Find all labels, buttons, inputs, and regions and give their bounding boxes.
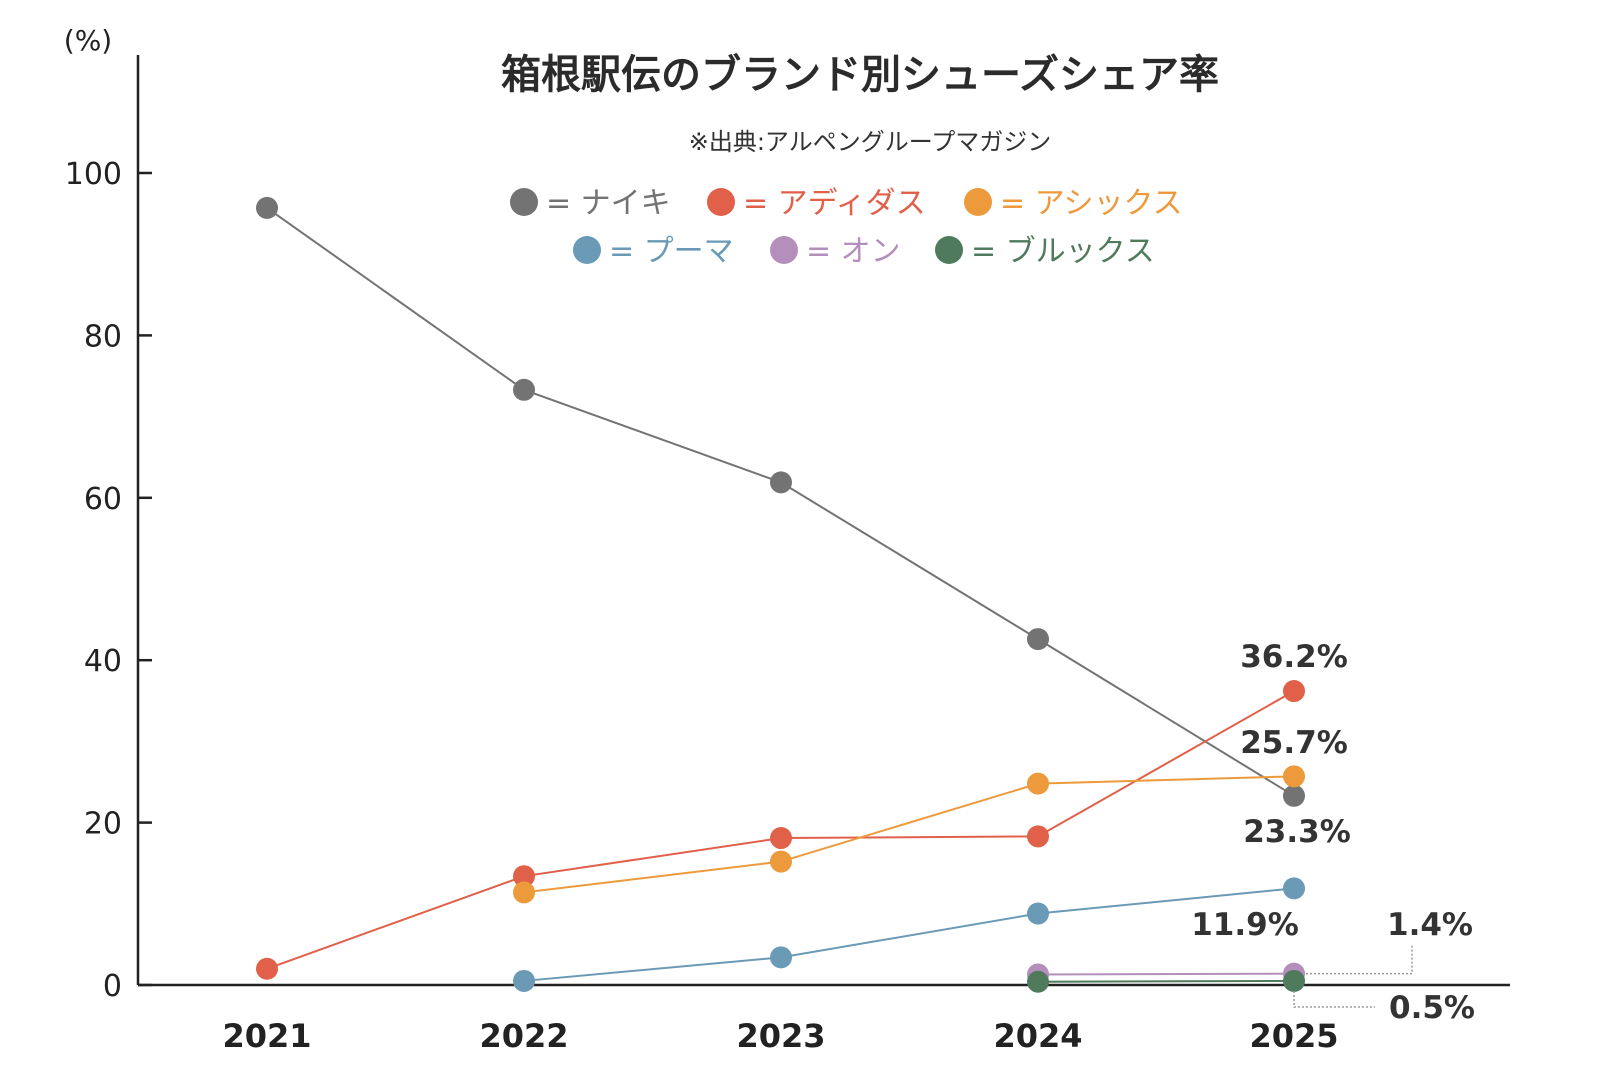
- series-5-line: [1037, 979, 1295, 983]
- series-5-point: [1283, 969, 1305, 992]
- x-tick-label: 2022: [479, 1017, 568, 1055]
- x-tick-label: 2025: [1249, 1017, 1338, 1055]
- legend-label: = オン: [806, 234, 901, 269]
- legend-label: = アシックス: [1000, 186, 1183, 221]
- series-0-point: [770, 471, 792, 494]
- series-0-point: [1027, 628, 1049, 651]
- x-tick-label: 2021: [222, 1017, 311, 1055]
- series-2-point: [1283, 765, 1305, 788]
- data-label: 36.2%: [1240, 639, 1348, 675]
- series-3-point: [770, 946, 792, 969]
- data-label: 11.9%: [1191, 907, 1299, 943]
- series-4-line: [1037, 972, 1295, 976]
- series-1-point: [1027, 825, 1049, 848]
- y-tick-label: 0: [103, 969, 122, 1004]
- legend-marker: [964, 188, 992, 216]
- x-tick-label: 2024: [993, 1017, 1082, 1055]
- series-3-point: [1027, 902, 1049, 925]
- series-2-line: [523, 775, 1295, 894]
- series-3-point: [1283, 877, 1305, 900]
- legend-marker: [573, 236, 601, 264]
- legend-marker: [707, 188, 735, 216]
- x-tick-labels: 2021 2022 2023 2024 2025: [222, 1017, 1338, 1055]
- axes: [136, 55, 1510, 987]
- data-label: 1.4%: [1387, 907, 1473, 943]
- y-tick-label: 60: [84, 482, 122, 517]
- legend-label: = ナイキ: [546, 186, 671, 221]
- series-2-point: [513, 881, 535, 904]
- y-tick-labels: 0 20 40 60 80 100: [65, 157, 122, 1004]
- chart-subtitle: ※出典:アルペングループマガジン: [689, 128, 1052, 156]
- series-2-point: [770, 850, 792, 873]
- series-1-point: [770, 827, 792, 850]
- leader-line-brooks: [1293, 990, 1375, 1008]
- legend-marker: [510, 188, 538, 216]
- data-labels: 36.2% 25.7% 23.3% 11.9% 1.4% 0.5%: [1191, 639, 1475, 1026]
- y-tick-label: 100: [65, 157, 122, 192]
- data-label: 0.5%: [1389, 990, 1475, 1026]
- series-1-point: [1283, 680, 1305, 703]
- series-0-line: [266, 207, 1295, 797]
- series-points: [256, 196, 1305, 993]
- y-tick-label: 20: [84, 807, 122, 842]
- series-0-point: [513, 378, 535, 401]
- series-0-point: [1283, 784, 1305, 807]
- legend-marker: [935, 236, 963, 264]
- data-label: 25.7%: [1240, 725, 1348, 761]
- series-5-point: [1027, 970, 1049, 993]
- leader-line-on: [1306, 945, 1413, 975]
- series-0-point: [256, 196, 278, 219]
- legend-label: = アディダス: [743, 186, 926, 221]
- label-leader-lines: [1293, 945, 1413, 1008]
- legend-marker: [770, 236, 798, 264]
- series-3-point: [513, 969, 535, 992]
- series-1-point: [513, 865, 535, 888]
- data-label: 23.3%: [1243, 814, 1351, 850]
- y-axis-unit: (%): [64, 24, 112, 57]
- series-1-point: [256, 957, 278, 980]
- legend: = ナイキ = アディダス = アシックス = プーマ = オン = ブルックス: [510, 186, 1183, 269]
- y-tick-label: 40: [84, 644, 122, 679]
- series-3-line: [523, 887, 1295, 982]
- series-2-point: [1027, 772, 1049, 795]
- y-tick-label: 80: [84, 319, 122, 354]
- x-tick-label: 2023: [736, 1017, 825, 1055]
- chart-title: 箱根駅伝のブランド別シューズシェア率: [501, 52, 1219, 98]
- legend-label: = ブルックス: [971, 234, 1155, 269]
- legend-label: = プーマ: [609, 234, 734, 269]
